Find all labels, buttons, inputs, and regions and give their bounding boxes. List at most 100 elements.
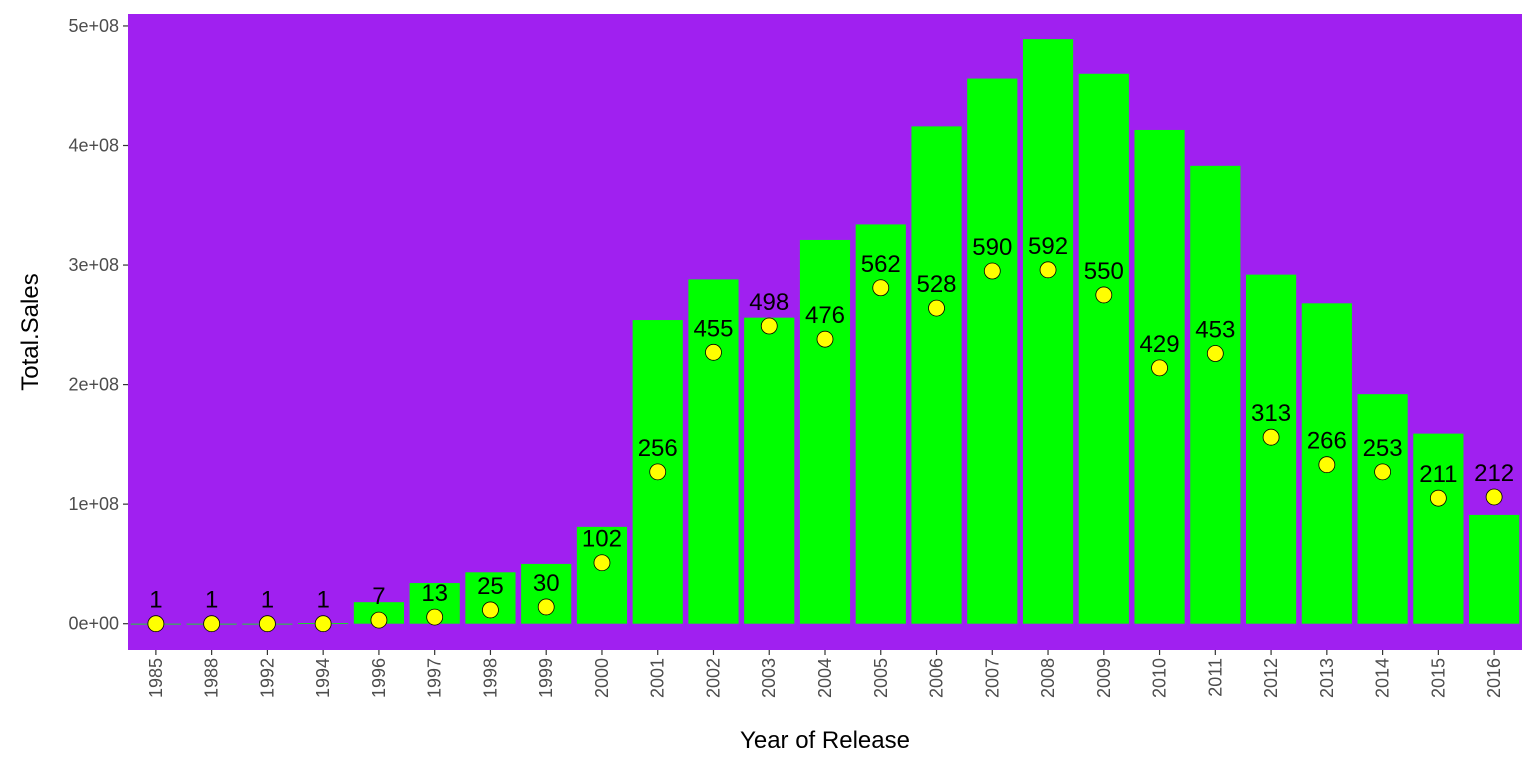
- x-tick-label: 1985: [146, 658, 166, 698]
- data-label: 266: [1307, 428, 1347, 455]
- data-label: 1: [149, 587, 162, 614]
- data-label: 25: [477, 573, 504, 600]
- x-tick-label: 2002: [703, 658, 723, 698]
- bar: [967, 78, 1018, 624]
- point-marker: [1429, 489, 1447, 507]
- point-marker: [1039, 261, 1057, 279]
- data-label: 313: [1251, 400, 1291, 427]
- y-tick-label: 3e+08: [68, 255, 119, 275]
- data-label: 476: [805, 302, 845, 329]
- x-tick-label: 2012: [1261, 658, 1281, 698]
- bar: [1190, 165, 1241, 624]
- data-label: 590: [972, 234, 1012, 261]
- bar: [688, 279, 739, 624]
- y-tick-label: 4e+08: [68, 136, 119, 156]
- y-tick-label: 1e+08: [68, 494, 119, 514]
- point-marker: [593, 554, 611, 572]
- bar: [1245, 274, 1297, 624]
- x-tick-label: 2001: [648, 658, 668, 698]
- point-marker: [537, 598, 555, 616]
- data-label: 453: [1195, 317, 1235, 344]
- point-marker: [147, 615, 165, 633]
- y-tick-label: 0e+00: [68, 614, 119, 634]
- point-marker: [203, 615, 221, 633]
- x-tick-label: 2011: [1205, 658, 1225, 697]
- point-marker: [1485, 488, 1503, 506]
- data-label: 550: [1084, 258, 1124, 285]
- x-tick-label: 1992: [257, 658, 277, 698]
- y-axis-title: Total.Sales: [17, 273, 44, 390]
- point-marker: [983, 262, 1001, 280]
- point-marker: [482, 601, 499, 619]
- point-marker: [1095, 286, 1113, 304]
- data-label: 429: [1140, 331, 1180, 358]
- point-marker: [1151, 359, 1168, 377]
- data-label: 7: [372, 583, 385, 610]
- point-marker: [258, 615, 276, 633]
- data-label: 212: [1474, 460, 1514, 487]
- data-label: 256: [638, 435, 678, 462]
- data-label: 253: [1363, 435, 1403, 462]
- x-tick-label: 2000: [592, 658, 612, 698]
- x-tick-label: 2016: [1484, 658, 1504, 698]
- x-axis: 1985 1988 1992 1994 1996 1997 1998 1999 2000 2001…: [146, 650, 1504, 698]
- point-marker: [649, 463, 667, 481]
- point-marker: [426, 608, 444, 626]
- point-marker: [1262, 428, 1280, 446]
- bar: [1413, 433, 1464, 624]
- x-tick-label: 2006: [927, 658, 947, 698]
- data-label: 592: [1028, 233, 1068, 260]
- point-marker: [314, 615, 332, 633]
- data-label: 1: [316, 587, 329, 614]
- x-tick-label: 2009: [1094, 658, 1114, 698]
- point-marker: [1206, 345, 1224, 362]
- data-labels-layer: 1 1 1 1 7 13 25 30 102 256 455 498 476 562 528 590 592 55…: [149, 233, 1514, 614]
- bar: [576, 526, 628, 624]
- data-label: 102: [582, 526, 622, 553]
- x-tick-label: 2015: [1428, 658, 1448, 698]
- data-label: 562: [861, 251, 901, 278]
- bar: [1469, 514, 1520, 624]
- x-tick-label: 2014: [1373, 658, 1393, 698]
- data-label: 30: [533, 570, 560, 597]
- x-tick-label: 2003: [759, 658, 779, 698]
- bar: [911, 126, 962, 624]
- data-label: 1: [261, 587, 274, 614]
- x-tick-label: 1988: [202, 658, 222, 698]
- x-tick-label: 1994: [313, 658, 333, 698]
- bar: [1078, 73, 1129, 624]
- points-layer: [147, 261, 1503, 633]
- bar: [744, 317, 795, 624]
- x-tick-label: 2008: [1038, 658, 1058, 698]
- point-marker: [928, 299, 945, 317]
- point-marker: [816, 330, 834, 348]
- data-label: 498: [749, 289, 789, 316]
- point-marker: [1374, 463, 1391, 481]
- x-axis-title: Year of Release: [740, 727, 910, 754]
- point-marker: [760, 317, 778, 335]
- data-label: 1: [205, 587, 218, 614]
- y-axis: 0e+00 1e+08 2e+08 3e+08 4e+08 5e+08: [68, 16, 128, 634]
- x-tick-label: 1997: [425, 658, 445, 698]
- data-label: 211: [1419, 461, 1457, 488]
- bars-layer: [130, 39, 1520, 625]
- point-marker: [705, 343, 722, 361]
- data-label: 528: [916, 271, 956, 298]
- x-tick-label: 2005: [871, 658, 891, 698]
- data-label: 455: [693, 315, 733, 342]
- point-marker: [370, 611, 388, 629]
- bar: [1357, 394, 1408, 624]
- point-marker: [1318, 456, 1336, 474]
- x-tick-label: 2010: [1150, 658, 1170, 698]
- bar: [799, 239, 851, 624]
- x-tick-label: 1999: [536, 658, 556, 698]
- x-tick-label: 1998: [480, 658, 500, 698]
- y-tick-label: 2e+08: [68, 375, 119, 395]
- bar: [1134, 129, 1185, 624]
- x-tick-label: 1996: [369, 658, 389, 698]
- x-tick-label: 2007: [982, 658, 1002, 698]
- x-tick-label: 2004: [815, 658, 835, 698]
- point-marker: [872, 279, 890, 297]
- y-tick-label: 5e+08: [68, 16, 119, 36]
